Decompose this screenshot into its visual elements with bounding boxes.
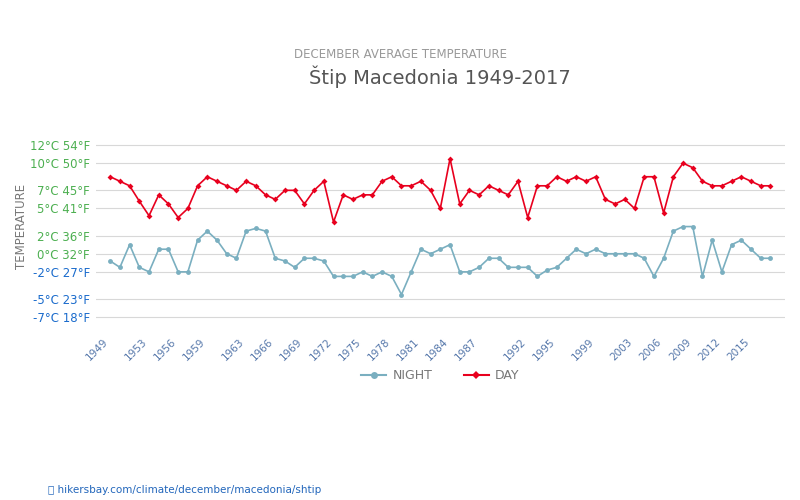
Y-axis label: TEMPERATURE: TEMPERATURE [15,184,28,269]
Title: Štip Macedonia 1949-2017: Štip Macedonia 1949-2017 [310,65,571,88]
Legend: NIGHT, DAY: NIGHT, DAY [356,364,524,387]
Text: DECEMBER AVERAGE TEMPERATURE: DECEMBER AVERAGE TEMPERATURE [294,48,506,60]
Text: 📍 hikersbay.com/climate/december/macedonia/shtip: 📍 hikersbay.com/climate/december/macedon… [48,485,322,495]
